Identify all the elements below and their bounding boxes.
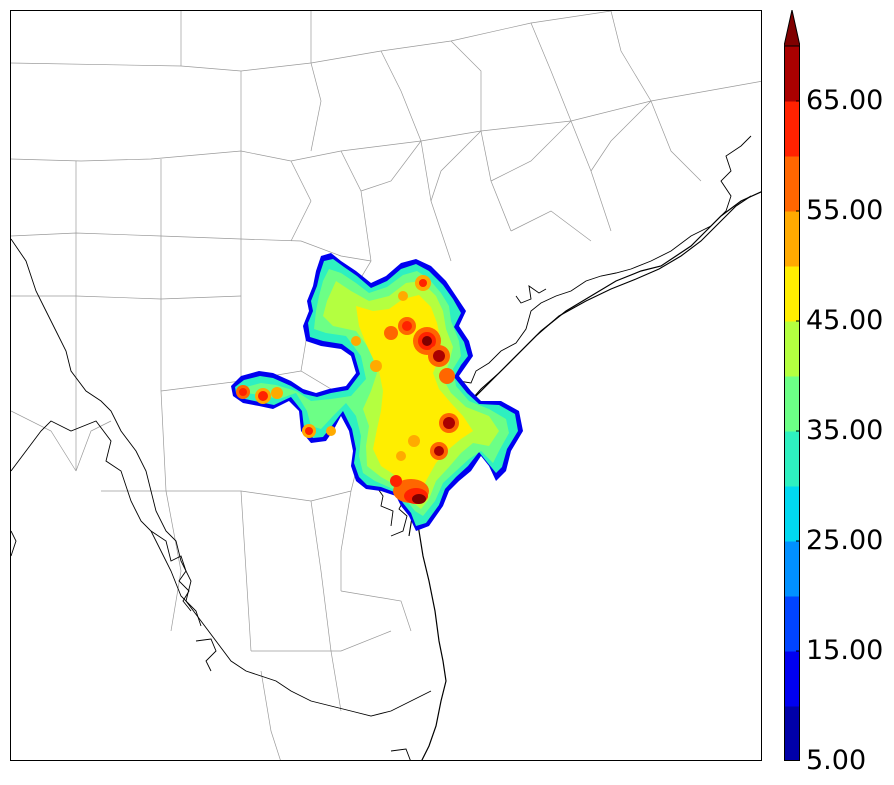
colorbar-extend-arrow (783, 9, 801, 47)
bay-coast-2 (450, 135, 752, 392)
field-overlay (231, 253, 523, 531)
colorbar-frame (784, 45, 800, 761)
colorbar-label-15: 15.00 (806, 635, 884, 666)
colorbar-segment (784, 101, 800, 157)
colorbar-label-65: 65.00 (806, 85, 884, 116)
colorbar-segment (784, 266, 800, 322)
colorbar-segment (784, 651, 800, 707)
river-border (11, 238, 432, 717)
field-hotspots (236, 275, 459, 504)
colorbar-segment (784, 706, 800, 762)
colorbar-segment (784, 486, 800, 542)
mexico-coast (11, 530, 17, 557)
colorbar-label-35: 35.00 (806, 415, 884, 446)
colorbar-segment (784, 156, 800, 212)
county-boundaries (11, 11, 761, 760)
colorbar-segment (784, 321, 800, 377)
colorbar-segment (784, 376, 800, 432)
colorbar-segment (784, 431, 800, 487)
colorbar-svg (783, 9, 801, 762)
colorbar-segment (784, 541, 800, 597)
colorbar-label-5: 5.00 (806, 745, 867, 776)
colorbar-label-55: 55.00 (806, 195, 884, 226)
mexico-border (11, 420, 202, 627)
colorbar-label-25: 25.00 (806, 525, 884, 556)
bay-coast-4 (515, 285, 547, 304)
coastline (415, 191, 761, 760)
colorbar-segment (784, 46, 800, 102)
lagoon-2 (195, 638, 217, 672)
colorbar (783, 9, 801, 762)
island-south (390, 748, 411, 760)
map-panel[interactable] (10, 10, 762, 761)
colorbar-segment (784, 596, 800, 652)
lagoon (150, 530, 192, 612)
colorbar-label-45: 45.00 (806, 305, 884, 336)
map-svg (11, 11, 761, 760)
colorbar-segment (784, 211, 800, 267)
